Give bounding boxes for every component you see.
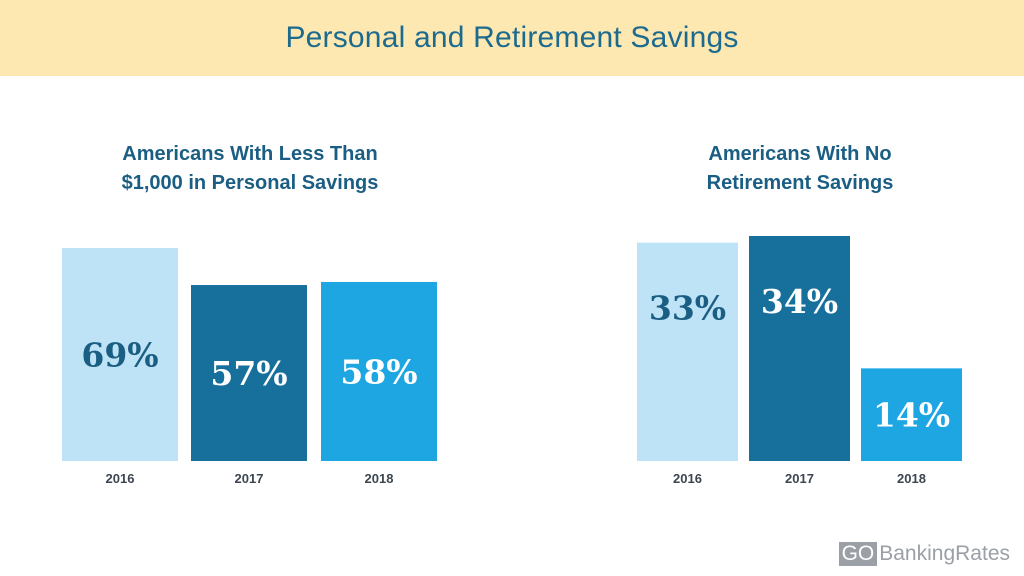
chart-title-line: Americans With Less Than bbox=[122, 143, 378, 165]
chart-title-retirement-savings: Americans With No Retirement Savings bbox=[620, 140, 980, 198]
bar-2018 bbox=[321, 281, 437, 461]
value-label: 58% bbox=[340, 352, 417, 391]
logo-wordmark: BankingRates bbox=[879, 542, 1010, 565]
bar-2018 bbox=[861, 368, 962, 461]
value-label: 57% bbox=[210, 354, 287, 393]
chart-title-personal-savings: Americans With Less Than $1,000 in Perso… bbox=[60, 140, 440, 198]
page-title: Personal and Retirement Savings bbox=[285, 21, 739, 54]
bar-2017 bbox=[191, 285, 307, 461]
chart-title-line: Retirement Savings bbox=[706, 172, 894, 194]
bar-2017 bbox=[749, 236, 850, 461]
value-label: 33% bbox=[649, 289, 726, 328]
x-tick-label: 2017 bbox=[785, 471, 814, 486]
bar-2016 bbox=[62, 248, 178, 461]
gobankingrates-logo: GO BankingRates bbox=[838, 542, 1010, 566]
value-label: 69% bbox=[81, 336, 158, 375]
x-tick-label: 2017 bbox=[235, 471, 264, 486]
value-label: 14% bbox=[873, 396, 950, 435]
value-label: 34% bbox=[761, 282, 838, 321]
x-tick-label: 2016 bbox=[673, 471, 702, 486]
x-tick-label: 2018 bbox=[897, 471, 926, 486]
logo-go-mark: GO bbox=[838, 542, 878, 566]
chart-title-line: $1,000 in Personal Savings bbox=[121, 172, 379, 194]
x-tick-label: 2016 bbox=[106, 471, 135, 486]
header-banner: Personal and Retirement Savings bbox=[0, 0, 1024, 76]
chart-title-line: Americans With No bbox=[708, 143, 892, 165]
x-tick-label: 2018 bbox=[365, 471, 394, 486]
bar-2016 bbox=[637, 242, 738, 461]
